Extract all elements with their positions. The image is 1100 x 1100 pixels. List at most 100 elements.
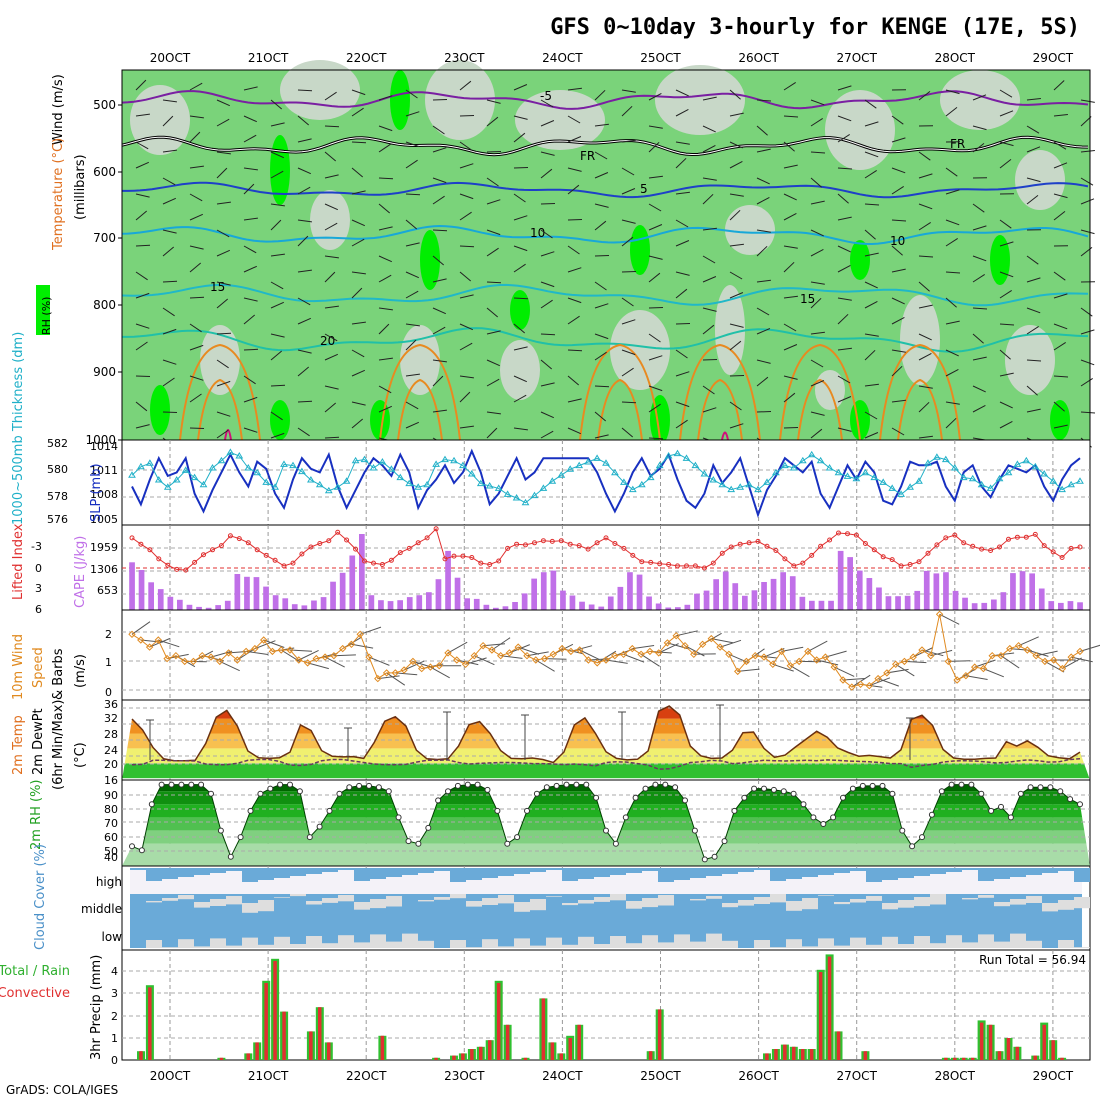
high-cloud-cell — [274, 868, 290, 878]
wind-barb-10m — [360, 626, 382, 635]
wind-speed-marker — [611, 651, 619, 660]
lifted-index-marker — [1059, 555, 1065, 560]
lifted-index-marker — [379, 562, 385, 567]
thickness-marker — [1067, 480, 1075, 488]
low-cloud-cell — [178, 939, 194, 948]
middle-cloud-cell — [658, 895, 674, 906]
lifted-index-marker — [371, 560, 376, 566]
rh-marker — [859, 782, 866, 789]
precip-convective-bar — [944, 1057, 948, 1060]
wind-barb — [783, 427, 799, 429]
lifted-index-marker — [692, 563, 698, 569]
rh-marker — [514, 834, 521, 841]
thickness-marker — [915, 477, 923, 484]
thickness-marker — [718, 480, 727, 488]
cape-bar — [981, 602, 988, 610]
precip-convective-bar — [327, 1042, 331, 1060]
temp-contour-25 — [179, 343, 261, 441]
wind-barb — [1026, 195, 1039, 205]
cape-bar — [742, 595, 748, 610]
low-cloud-cell — [146, 940, 162, 948]
wind-barb — [1080, 150, 1095, 153]
wind-speed-marker — [347, 640, 356, 649]
top-x-tick: 27OCT — [836, 51, 877, 65]
wind-barb — [540, 120, 555, 127]
thickness-marker — [781, 461, 789, 469]
wind-barb — [972, 356, 987, 361]
precip-conv-label: Convective — [0, 986, 70, 1001]
lifted-index-marker — [335, 529, 341, 535]
wind-barb — [351, 190, 366, 195]
wind-barb — [999, 271, 1014, 278]
wind-barb — [945, 237, 958, 247]
wind-barb — [999, 289, 1012, 299]
wind-barb — [567, 115, 581, 124]
rh-marker — [583, 781, 590, 788]
y-tick: 576 — [47, 513, 68, 526]
wind-barb — [378, 143, 391, 153]
moist-patch — [990, 235, 1010, 285]
lifted-index-marker — [1041, 543, 1047, 549]
wind-speed-marker — [391, 669, 400, 677]
wind-barb — [594, 303, 609, 309]
precip-convective-bar — [1015, 1046, 1020, 1060]
cape-bar — [473, 598, 480, 610]
high-cloud-cell — [146, 868, 162, 881]
low-cloud-cell — [914, 936, 930, 948]
wind-barb — [324, 353, 339, 361]
temp-contour-25 — [379, 343, 461, 441]
wind-barb — [837, 216, 852, 221]
wind-barb-10m — [333, 654, 356, 657]
wind-barb — [162, 280, 178, 283]
cape-bar — [655, 603, 662, 610]
middle-cloud-cell — [274, 897, 290, 898]
wind-barb — [540, 382, 555, 387]
thickness-marker — [646, 473, 655, 481]
high-cloud-cell — [834, 868, 850, 873]
high-cloud-cell — [434, 868, 450, 871]
wind-barb — [324, 125, 340, 128]
middle-cloud-cell — [354, 902, 370, 910]
wind-barb — [972, 255, 987, 262]
cape-bar — [818, 600, 825, 610]
wind-barb — [729, 375, 745, 377]
wind-barb — [999, 89, 1013, 98]
thickness-marker — [691, 461, 700, 469]
wind-speed-marker — [988, 651, 996, 660]
chart-title: GFS 0~10day 3-hourly for KENGE (17E, 5S) — [550, 15, 1080, 40]
wind-barb — [918, 304, 933, 309]
wind-barb — [351, 401, 366, 406]
middle-cloud-cell — [770, 894, 786, 903]
middle-cloud-cell — [962, 898, 978, 900]
cape-bar — [665, 607, 672, 610]
wind-barb-10m — [307, 662, 329, 670]
rh-band — [122, 843, 1090, 866]
wind-barb — [135, 292, 150, 299]
rh-marker — [1047, 784, 1054, 791]
wind-barb — [162, 229, 177, 234]
wind-barb — [891, 185, 904, 195]
rh-marker — [741, 794, 748, 801]
lifted-index-marker — [1068, 545, 1074, 551]
rh-marker — [494, 807, 501, 814]
wind-barb — [729, 89, 741, 100]
rh-marker — [721, 838, 728, 845]
lifted-index-marker — [880, 554, 886, 560]
high-cloud-cell — [642, 868, 658, 871]
lifted-index-marker — [236, 536, 242, 542]
wind-barb-10m — [158, 639, 180, 648]
middle-cloud-cell — [322, 898, 338, 903]
wind-barb — [459, 342, 473, 351]
middle-cloud-cell — [850, 899, 866, 903]
thickness-marker — [494, 484, 503, 491]
rh-marker — [612, 840, 619, 847]
bottom-x-tick: 20OCT — [150, 1069, 191, 1083]
cape-bar — [675, 607, 681, 610]
lifted-index-marker — [308, 544, 314, 550]
wind-barb — [1053, 375, 1069, 378]
wind-speed-marker — [602, 656, 610, 664]
rh-marker — [168, 781, 175, 788]
lifted-index-marker — [755, 538, 761, 544]
wind-speed-marker — [760, 653, 768, 661]
wind-barb — [567, 136, 582, 143]
